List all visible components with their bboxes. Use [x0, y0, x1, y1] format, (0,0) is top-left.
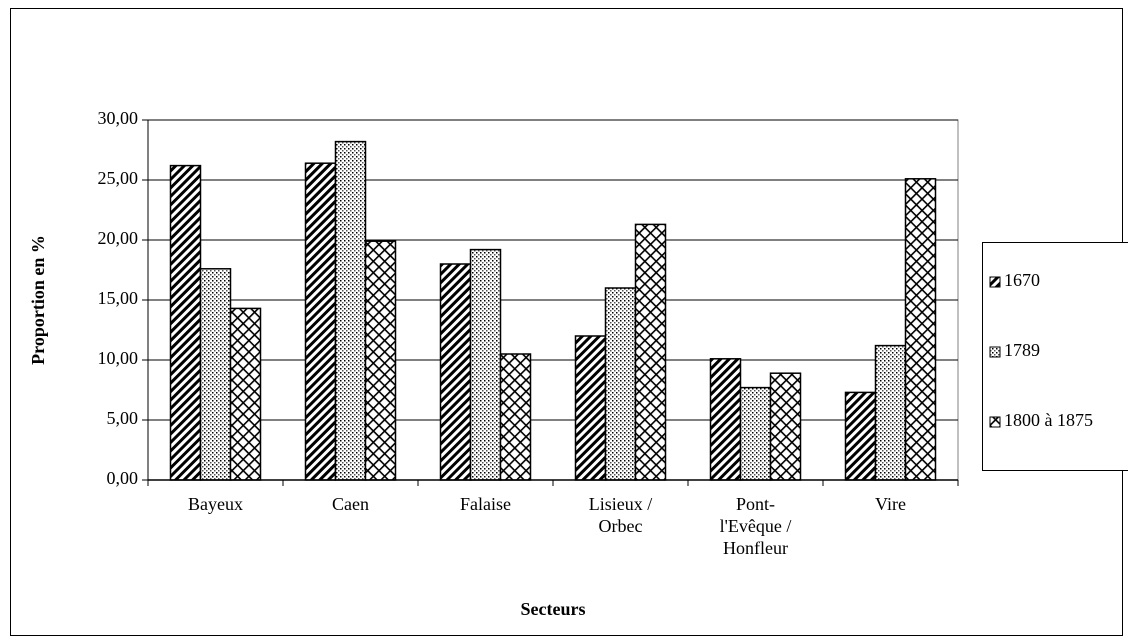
legend-label: 1789 [1004, 340, 1040, 360]
bar [469, 248, 502, 481]
y-tick-label: 20,00 [98, 228, 139, 248]
bar [169, 164, 202, 481]
bar [904, 178, 937, 481]
bar [364, 240, 397, 481]
bar [739, 386, 772, 481]
bar [304, 162, 337, 481]
y-tick-label: 0,00 [107, 468, 139, 488]
legend-swatch [989, 276, 1001, 288]
bar [604, 287, 637, 481]
bar [334, 140, 367, 481]
bar [844, 391, 877, 481]
y-tick-label: 5,00 [107, 408, 139, 428]
x-tick-label: Bayeux [188, 494, 243, 514]
legend-swatch [989, 416, 1001, 428]
y-tick-label: 10,00 [98, 348, 139, 368]
x-axis-title: Secteurs [521, 599, 586, 619]
y-tick-label: 15,00 [98, 288, 139, 308]
bar [769, 372, 802, 481]
x-tick-label: Pont-l'Evêque / Honfleur [720, 494, 792, 558]
bar [199, 268, 232, 481]
legend-label: 1800 à 1875 [1004, 410, 1093, 430]
y-tick-label: 25,00 [98, 168, 139, 188]
bar [634, 223, 667, 481]
legend-label: 1670 [1004, 270, 1040, 290]
x-tick-label: Vire [875, 494, 906, 514]
bar [874, 344, 907, 481]
bar [499, 353, 532, 481]
bar [439, 263, 472, 481]
legend-swatch [989, 346, 1001, 358]
bar [709, 358, 742, 481]
y-tick-label: 30,00 [98, 108, 139, 128]
bar [574, 335, 607, 481]
x-tick-label: Caen [332, 494, 369, 514]
x-tick-label: Falaise [460, 494, 511, 514]
y-axis-title: Proportion en % [28, 235, 48, 365]
bar [229, 307, 262, 481]
x-tick-label: Lisieux / Orbec [589, 494, 653, 536]
legend [982, 242, 1128, 471]
